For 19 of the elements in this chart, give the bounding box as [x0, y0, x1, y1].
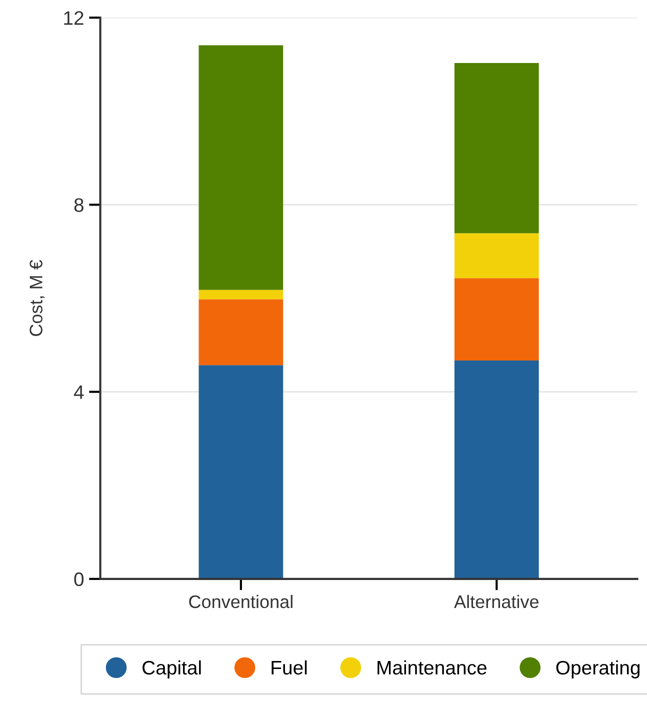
bar: [198, 45, 284, 290]
bar: [454, 278, 539, 360]
y-tick-label: 12: [64, 11, 84, 25]
x-tick-label: Alternative: [454, 594, 538, 608]
y-tick-label: 8: [74, 198, 84, 212]
legend-label: Operating: [556, 660, 640, 678]
bar: [198, 290, 284, 300]
y-axis-title: Cost, M €: [30, 260, 45, 336]
bar: [454, 360, 539, 579]
legend-label: Maintenance: [378, 660, 486, 675]
legend-label: Capital: [142, 660, 201, 678]
y-tick-label: 0: [74, 572, 84, 586]
x-tick-label: Conventional: [189, 594, 292, 608]
bar: [454, 233, 539, 278]
bar: [198, 365, 284, 579]
bar: [454, 63, 539, 234]
legend-label: Fuel: [272, 660, 307, 675]
bar: [198, 299, 284, 366]
y-tick-label: 4: [74, 386, 84, 399]
